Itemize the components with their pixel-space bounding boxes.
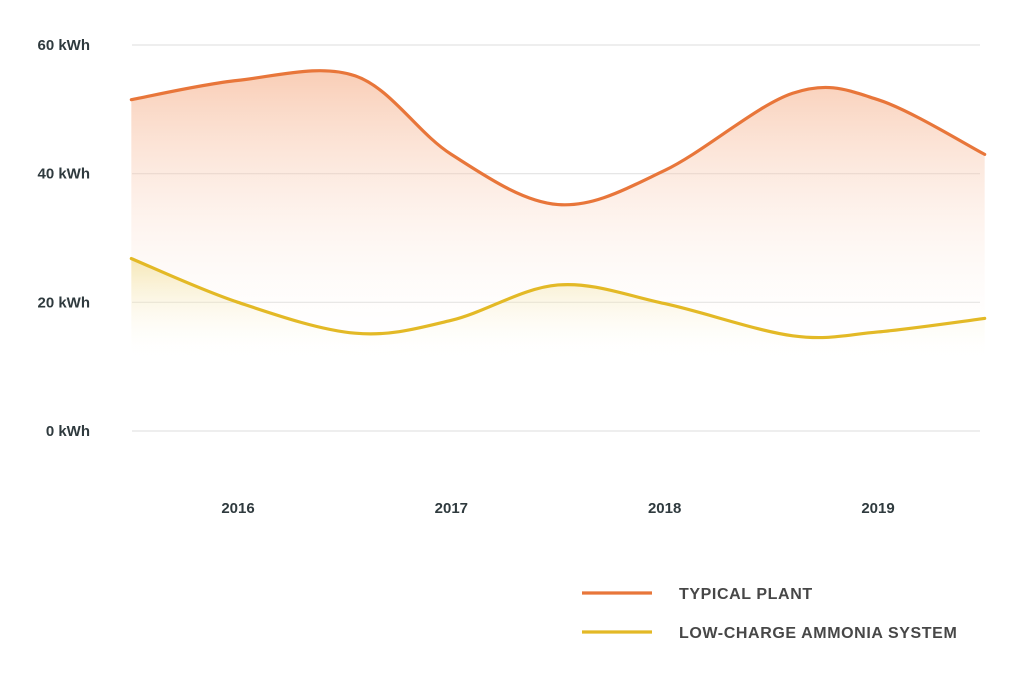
series-line-1	[129, 256, 987, 340]
series-area-1	[131, 258, 985, 360]
y-tick-label: 40 kWh	[37, 166, 90, 183]
legend-label: TYPICAL PLANT	[679, 586, 813, 603]
y-tick-label: 0 kWh	[46, 423, 90, 440]
y-axis-ticks: 0 kWh 20 kWh 40 kWh 60 kWh	[37, 37, 90, 440]
series-lines	[129, 69, 987, 340]
x-tick-label: 2016	[221, 500, 254, 517]
x-tick-label: 2019	[861, 500, 894, 517]
legend: TYPICAL PLANT LOW-CHARGE AMMONIA SYSTEM	[582, 586, 957, 642]
series-line-0	[129, 69, 987, 207]
series-areas	[131, 70, 985, 360]
series-area-0	[131, 70, 985, 360]
x-tick-label: 2017	[435, 500, 468, 517]
x-tick-label: 2018	[648, 500, 681, 517]
x-axis-ticks: 2016 2017 2018 2019	[221, 500, 894, 517]
legend-label: LOW-CHARGE AMMONIA SYSTEM	[679, 625, 957, 642]
y-tick-label: 20 kWh	[37, 294, 90, 311]
y-tick-label: 60 kWh	[37, 37, 90, 54]
